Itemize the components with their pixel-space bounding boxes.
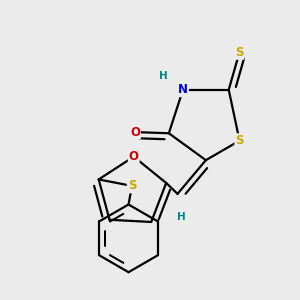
Text: N: N xyxy=(178,83,188,96)
Text: S: S xyxy=(235,46,244,59)
Text: O: O xyxy=(129,150,139,163)
Text: S: S xyxy=(235,134,244,147)
Text: H: H xyxy=(177,212,186,222)
Text: O: O xyxy=(130,126,140,139)
Text: H: H xyxy=(159,71,168,82)
Text: S: S xyxy=(128,179,136,192)
